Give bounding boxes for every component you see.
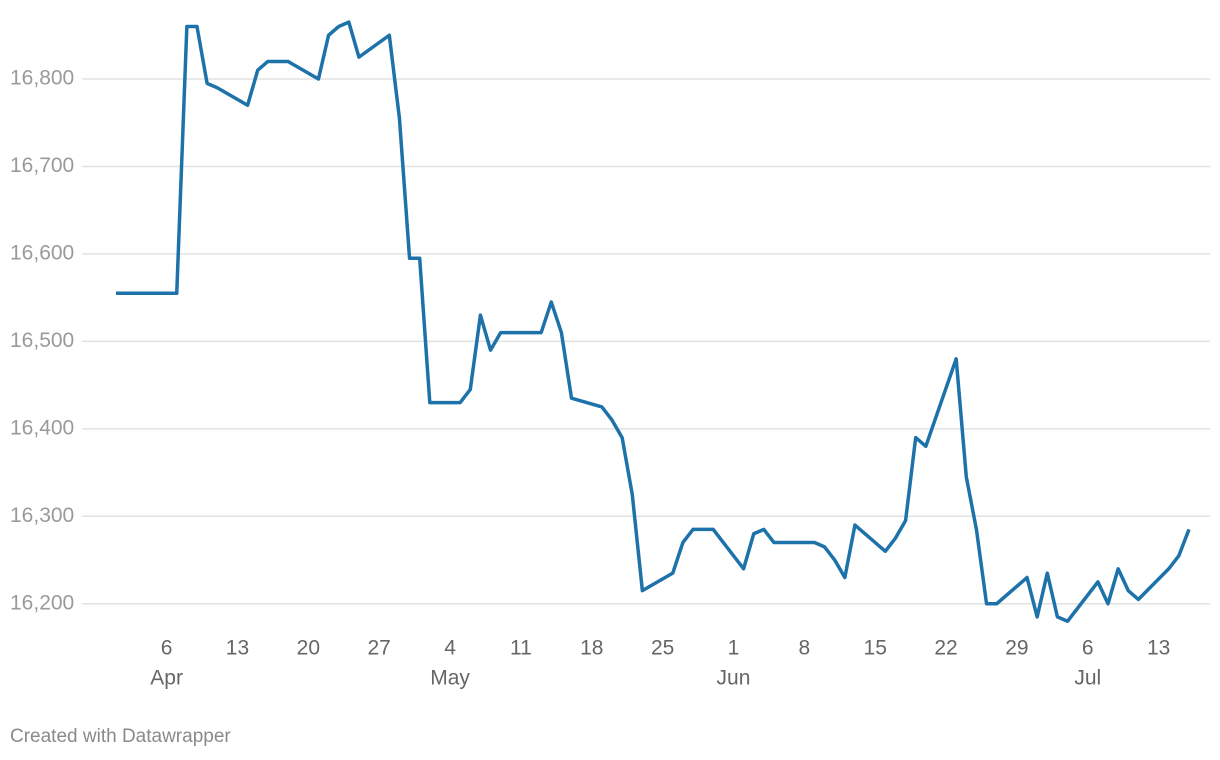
x-tick-label: 1 [728, 637, 740, 660]
x-tick-label: 29 [1005, 637, 1028, 660]
x-tick-label: 25 [651, 637, 674, 660]
x-month-label: Apr [150, 667, 183, 690]
x-tick-label: 11 [510, 637, 532, 660]
y-tick-label: 16,800 [10, 67, 74, 90]
x-tick-label: 13 [226, 637, 249, 660]
x-tick-label: 6 [161, 637, 173, 660]
y-tick-label: 16,500 [10, 329, 74, 352]
x-tick-label: 18 [580, 637, 603, 660]
x-tick-label: 8 [798, 637, 810, 660]
x-tick-label: 27 [368, 637, 391, 660]
y-tick-label: 16,700 [10, 154, 74, 177]
y-tick-label: 16,200 [10, 591, 74, 614]
x-tick-label: 22 [934, 637, 957, 660]
x-tick-label: 4 [444, 637, 456, 660]
x-month-label: Jul [1074, 667, 1101, 690]
x-tick-label: 20 [297, 637, 320, 660]
data-line [116, 20, 1191, 623]
y-tick-label: 16,400 [10, 416, 74, 439]
x-tick-label: 6 [1082, 637, 1094, 660]
y-tick-label: 16,600 [10, 241, 74, 264]
x-tick-label: 15 [864, 637, 887, 660]
footer: Created with Datawrapper [10, 726, 231, 747]
x-tick-label: 13 [1147, 637, 1170, 660]
y-tick-label: 16,300 [10, 504, 74, 527]
x-month-label: Jun [717, 667, 751, 690]
x-month-label: May [430, 667, 470, 690]
